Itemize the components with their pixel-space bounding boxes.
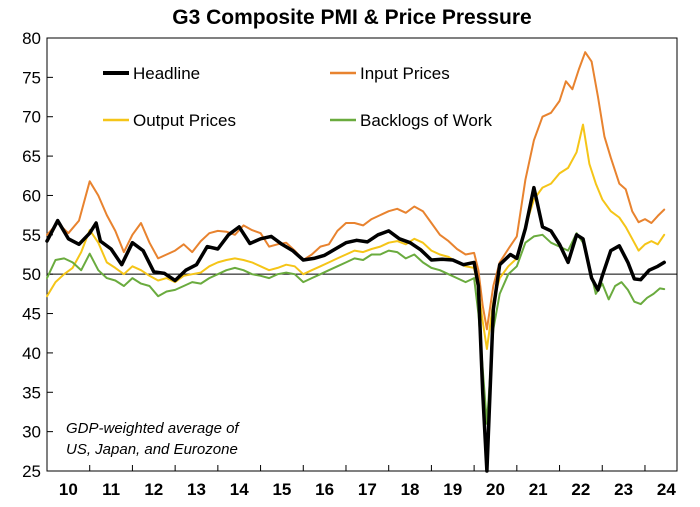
x-axis: 10 11 12 13 14 15 16 17 18 19 20 21 22 23 24 xyxy=(46,465,676,499)
x-tick-label: 17 xyxy=(358,480,377,499)
y-tick-label: 30 xyxy=(22,423,41,442)
x-tick-label: 14 xyxy=(230,480,249,499)
x-tick-label: 19 xyxy=(443,480,462,499)
y-tick-label: 75 xyxy=(22,68,41,87)
y-tick-label: 40 xyxy=(22,344,41,363)
legend-label-output-prices: Output Prices xyxy=(133,111,236,130)
x-tick-label: 21 xyxy=(529,480,548,499)
x-tick-label: 12 xyxy=(144,480,163,499)
y-tick-label: 65 xyxy=(22,147,41,166)
legend-label-backlogs-of-work: Backlogs of Work xyxy=(360,111,492,130)
x-tick-label: 15 xyxy=(272,480,291,499)
y-tick-label: 35 xyxy=(22,383,41,402)
chart-title: G3 Composite PMI & Price Pressure xyxy=(172,6,531,29)
plot-frame xyxy=(46,37,678,472)
legend: Headline Input Prices Output Prices Backlog… xyxy=(103,64,492,130)
series-layer xyxy=(45,51,666,473)
legend-label-headline: Headline xyxy=(133,64,200,83)
annotation-line-2: US, Japan, and Eurozone xyxy=(66,441,238,458)
x-tick-label: 16 xyxy=(315,480,334,499)
y-tick-label: 25 xyxy=(22,462,41,481)
y-axis: 25 30 35 40 45 50 55 60 65 70 75 80 xyxy=(22,29,53,481)
plot-area xyxy=(46,37,678,472)
y-tick-label: 50 xyxy=(22,265,41,284)
annotation-line-1: GDP-weighted average of xyxy=(66,420,240,437)
y-tick-label: 60 xyxy=(22,186,41,205)
y-tick-label: 55 xyxy=(22,226,41,245)
x-tick-label: 24 xyxy=(657,480,676,499)
x-tick-label: 22 xyxy=(571,480,590,499)
legend-label-input-prices: Input Prices xyxy=(360,64,450,83)
series-line-backlogs-of-work xyxy=(46,232,666,425)
annotation: GDP-weighted average of US, Japan, and E… xyxy=(66,420,240,458)
x-tick-label: 11 xyxy=(102,480,120,499)
y-tick-label: 45 xyxy=(22,305,41,324)
series-line-input-prices xyxy=(46,51,666,331)
x-tick-label: 23 xyxy=(614,480,633,499)
x-tick-label: 10 xyxy=(59,480,78,499)
y-tick-label: 80 xyxy=(22,29,41,48)
series-line-headline xyxy=(45,185,666,473)
x-tick-label: 13 xyxy=(187,480,206,499)
x-tick-label: 20 xyxy=(486,480,505,499)
y-tick-label: 70 xyxy=(22,108,41,127)
x-tick-label: 18 xyxy=(401,480,420,499)
series-line-output-prices xyxy=(46,123,666,350)
